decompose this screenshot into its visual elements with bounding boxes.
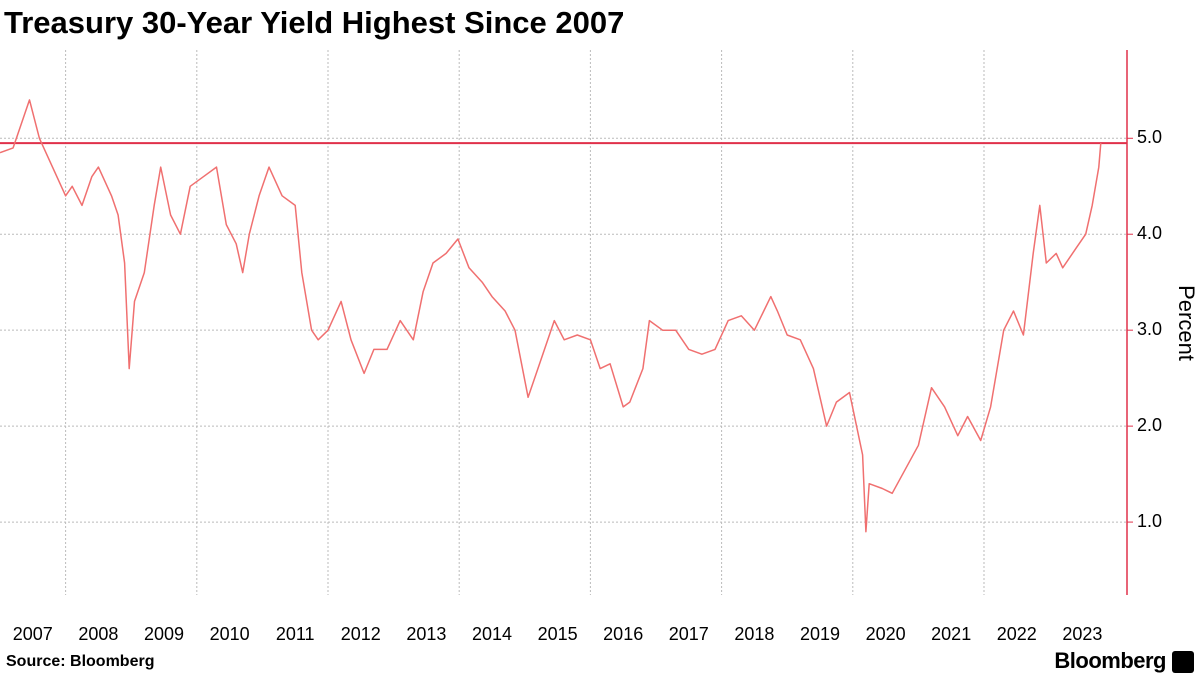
x-tick-label: 2009	[144, 624, 184, 644]
x-tick-label: 2016	[603, 624, 643, 644]
y-tick-label: 1.0	[1137, 511, 1162, 531]
source: Source: Bloomberg	[6, 653, 154, 670]
x-tick-label: 2014	[472, 624, 512, 644]
data-line	[0, 99, 1102, 533]
x-tick-label: 2011	[276, 624, 315, 644]
y-tick-label: 3.0	[1137, 319, 1162, 339]
x-tick-label: 2018	[734, 624, 774, 644]
x-tick-label: 2017	[669, 624, 709, 644]
y-tick-label: 2.0	[1137, 415, 1162, 435]
x-tick-label: 2019	[800, 624, 840, 644]
x-tick-label: 2008	[78, 624, 118, 644]
x-tick-label: 2021	[931, 624, 971, 644]
x-tick-label: 2012	[341, 624, 381, 644]
x-tick-label: 2010	[210, 624, 250, 644]
brand-icon	[1172, 651, 1194, 673]
y-tick-label: 5.0	[1137, 127, 1162, 147]
x-tick-label: 2022	[997, 624, 1037, 644]
x-tick-label: 2015	[538, 624, 578, 644]
x-tick-label: 2007	[13, 624, 53, 644]
x-tick-label: 2023	[1062, 624, 1102, 644]
x-tick-label: 2013	[406, 624, 446, 644]
y-tick-label: 4.0	[1137, 223, 1162, 243]
brand: Bloomberg	[1054, 648, 1166, 673]
x-tick-label: 2020	[866, 624, 906, 644]
y-axis-label: Percent	[1174, 285, 1199, 361]
chart-title: Treasury 30-Year Yield Highest Since 200…	[4, 5, 624, 40]
